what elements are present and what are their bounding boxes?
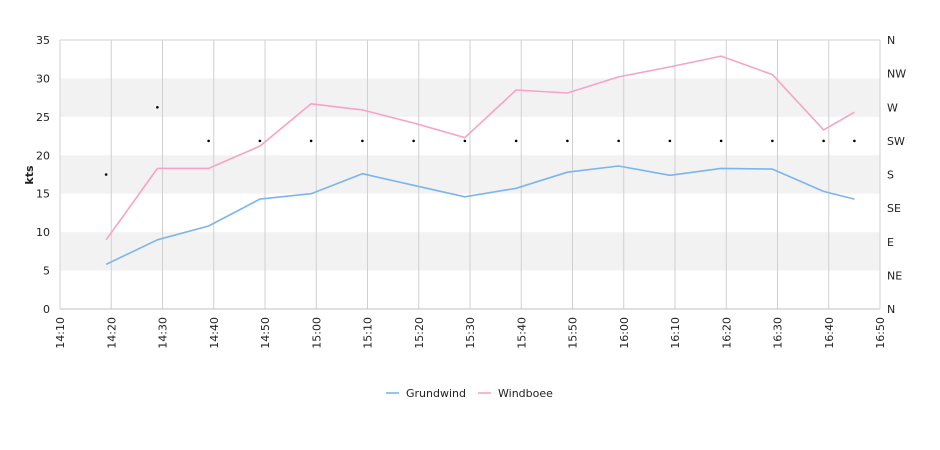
x-tick-label: 16:10 xyxy=(669,317,682,349)
direction-tick-label: S xyxy=(887,169,894,182)
x-tick-label: 15:50 xyxy=(567,317,580,349)
x-tick-label: 14:10 xyxy=(54,317,67,349)
direction-marker xyxy=(156,105,159,109)
direction-tick-label: SE xyxy=(887,202,901,215)
y-tick-label: 35 xyxy=(36,34,50,47)
y-axis-labels: 0 5 10 15 20 25 30 35 xyxy=(36,34,50,316)
x-tick-label: 14:40 xyxy=(208,317,221,349)
direction-marker xyxy=(822,139,825,143)
direction-marker xyxy=(771,139,774,143)
direction-marker xyxy=(258,139,262,143)
direction-marker xyxy=(207,139,210,143)
direction-marker xyxy=(412,139,415,143)
x-tick-label: 16:20 xyxy=(720,317,733,349)
direction-marker xyxy=(514,139,518,143)
x-tick-label: 14:20 xyxy=(105,317,118,349)
x-tick-label: 14:50 xyxy=(259,317,272,349)
direction-marker xyxy=(566,139,569,143)
direction-tick-label: W xyxy=(887,101,898,114)
series-line-windboee xyxy=(105,55,855,241)
x-tick-label: 15:30 xyxy=(464,317,477,349)
direction-marker xyxy=(853,139,856,143)
direction-markers xyxy=(104,105,856,176)
direction-marker xyxy=(361,139,364,143)
x-tick-label: 16:50 xyxy=(874,317,887,349)
direction-marker xyxy=(309,139,313,143)
direction-tick-label: NW xyxy=(887,68,906,81)
right-axis-labels: N NE E SE S SW W NW N xyxy=(887,34,906,316)
gridlines xyxy=(59,40,881,309)
y-tick-label: 30 xyxy=(36,72,50,85)
y-tick-label: 0 xyxy=(43,303,50,316)
x-tick-label: 15:40 xyxy=(515,317,528,349)
x-tick-label: 16:30 xyxy=(772,317,785,349)
x-tick-label: 15:20 xyxy=(413,317,426,349)
direction-marker xyxy=(104,173,108,176)
legend-label-grundwind[interactable]: Grundwind xyxy=(406,387,466,400)
direction-marker xyxy=(668,139,672,143)
direction-tick-label: SW xyxy=(887,135,905,148)
x-axis-labels: 14:10 14:20 14:30 14:40 14:50 15:00 15:10 15:20… xyxy=(54,317,887,349)
x-tick-label: 16:40 xyxy=(823,317,836,349)
direction-tick-label: N xyxy=(887,303,895,316)
direction-marker xyxy=(463,139,467,143)
direction-tick-label: N xyxy=(887,34,895,47)
direction-marker xyxy=(617,139,620,143)
y-tick-label: 20 xyxy=(36,149,50,162)
series-line-grundwind xyxy=(105,165,855,266)
series-lines xyxy=(105,55,855,266)
y-tick-label: 5 xyxy=(43,265,50,278)
legend[interactable]: Grundwind Windboee xyxy=(386,387,553,400)
x-tick-label: 16:00 xyxy=(618,317,631,349)
y-tick-label: 10 xyxy=(36,226,50,239)
x-tick-label: 15:10 xyxy=(362,317,375,349)
direction-marker xyxy=(719,139,723,143)
y-axis-title: kts xyxy=(23,165,36,185)
y-tick-label: 15 xyxy=(36,188,50,201)
x-tick-label: 14:30 xyxy=(157,317,170,349)
legend-label-windboee[interactable]: Windboee xyxy=(498,387,553,400)
direction-tick-label: NE xyxy=(887,269,902,282)
y-tick-label: 25 xyxy=(36,111,50,124)
x-tick-label: 15:00 xyxy=(310,317,323,349)
axes xyxy=(60,39,881,310)
direction-tick-label: E xyxy=(887,236,894,249)
